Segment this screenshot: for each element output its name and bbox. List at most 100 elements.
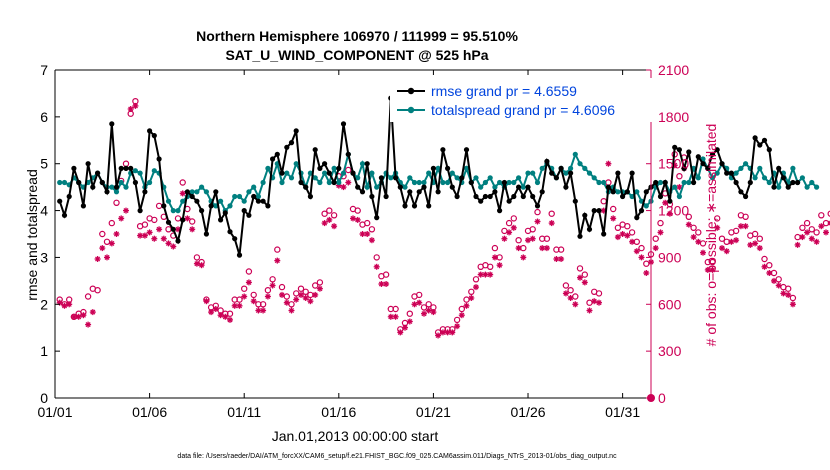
obs-assimilated-point	[771, 277, 777, 284]
rmse-point	[416, 189, 422, 195]
obs-assimilated-point	[212, 306, 219, 312]
obs-possible-point	[529, 226, 536, 233]
obs-assimilated-point	[141, 232, 148, 239]
rmse-point	[90, 184, 96, 190]
rmse-point	[586, 226, 593, 232]
obs-possible-point	[515, 236, 522, 244]
y-tick-left-label: 7	[40, 62, 48, 78]
spread-point	[265, 165, 271, 171]
rmse-point	[591, 208, 597, 214]
obs-assimilated-point	[236, 302, 243, 309]
spread-point	[672, 184, 678, 190]
obs-assimilated-point	[662, 199, 669, 206]
spread-point	[255, 193, 261, 200]
obs-assimilated-point	[227, 316, 233, 323]
rmse-point	[596, 208, 602, 214]
y-tick-right-label: 1200	[658, 203, 689, 219]
rmse-point	[260, 198, 266, 204]
obs-possible-point	[581, 271, 589, 278]
spread-point	[478, 184, 484, 190]
spread-point	[232, 193, 238, 200]
obs-possible-point	[576, 265, 584, 272]
obs-assimilated-point	[596, 299, 602, 306]
rmse-point	[430, 165, 436, 171]
spread-point	[568, 165, 574, 171]
rmse-point	[563, 184, 569, 190]
spread-point	[634, 189, 640, 195]
spread-point	[326, 179, 332, 186]
obs-possible-point	[676, 172, 683, 180]
obs-assimilated-point	[543, 245, 550, 252]
obs-possible-point	[302, 288, 309, 295]
spread-point	[340, 170, 347, 176]
obs-assimilated-point	[435, 332, 442, 339]
obs-possible-point	[316, 279, 324, 286]
rmse-point	[95, 170, 101, 176]
y-tick-right-label: 1500	[658, 156, 689, 172]
obs-assimilated-point	[108, 240, 115, 247]
rmse-point	[407, 189, 413, 195]
obs-assimilated-point	[312, 291, 319, 298]
rmse-point	[501, 179, 507, 186]
rmse-point	[326, 170, 332, 176]
obs-possible-point	[548, 210, 555, 217]
obs-assimilated-point	[468, 295, 475, 301]
spread-point	[686, 179, 692, 186]
obs-assimilated-point	[756, 245, 763, 252]
spread-point	[615, 189, 621, 195]
obs-possible-point	[685, 213, 693, 220]
rmse-point	[369, 193, 375, 200]
obs-possible-point	[259, 301, 267, 308]
obs-possible-point	[789, 294, 797, 302]
obs-possible-point	[326, 207, 333, 214]
obs-possible-point	[278, 283, 286, 291]
rmse-point	[676, 147, 683, 153]
rmse-point	[700, 161, 706, 167]
spread-point	[473, 175, 479, 181]
obs-assimilated-point	[113, 231, 120, 237]
obs-possible-point	[368, 226, 376, 233]
axes: 01/01 01/06 01/11 01/16 01/21 01/26 01/31 0 1 2 3 4…	[37, 62, 689, 420]
rmse-point	[270, 156, 276, 162]
rmse-point	[265, 203, 271, 209]
spread-point	[369, 170, 375, 176]
obs-possible-point	[785, 285, 792, 292]
rmse-point	[85, 161, 91, 167]
y-tick-left-label: 2	[40, 296, 48, 312]
obs-assimilated-point	[752, 240, 759, 247]
rmse-point	[728, 170, 735, 176]
x-axis-label: Jan.01,2013 00:00:00 start	[272, 428, 439, 444]
rmse-point	[113, 184, 120, 190]
spread-point	[147, 179, 153, 186]
rmse-point	[747, 179, 753, 186]
rmse-point	[568, 170, 574, 176]
spread-point	[165, 198, 172, 204]
obs-assimilated-point	[761, 263, 768, 270]
spread-point	[359, 161, 366, 167]
obs-possible-point	[297, 285, 305, 292]
rmse-point	[222, 210, 228, 216]
rmse-point	[766, 147, 772, 153]
obs-assimilated-point	[605, 160, 612, 167]
spread-point	[118, 179, 124, 186]
spread-point	[251, 184, 257, 190]
obs-assimilated-point	[506, 229, 513, 236]
rmse-point	[293, 128, 299, 134]
chart-title-line1: Northern Hemisphere 106970 / 111999 = 95…	[196, 28, 518, 44]
rmse-point	[378, 175, 384, 181]
obs-possible-point	[193, 254, 201, 261]
obs-possible-point	[321, 210, 328, 217]
spread-point	[586, 170, 593, 176]
x-tick-label: 01/16	[321, 404, 356, 420]
rmse-point	[61, 212, 68, 218]
obs-assimilated-point	[827, 220, 830, 226]
spread-point	[132, 168, 138, 174]
obs-possible-point	[732, 227, 740, 235]
obs-assimilated-point	[818, 223, 825, 230]
obs-possible-point	[312, 282, 319, 289]
obs-assimilated-point	[454, 323, 461, 330]
legend: rmse grand pr = 4.6559 totalspread grand…	[390, 78, 652, 122]
rmse-point	[147, 128, 153, 134]
rmse-point	[118, 165, 124, 171]
spread-point	[364, 184, 370, 190]
